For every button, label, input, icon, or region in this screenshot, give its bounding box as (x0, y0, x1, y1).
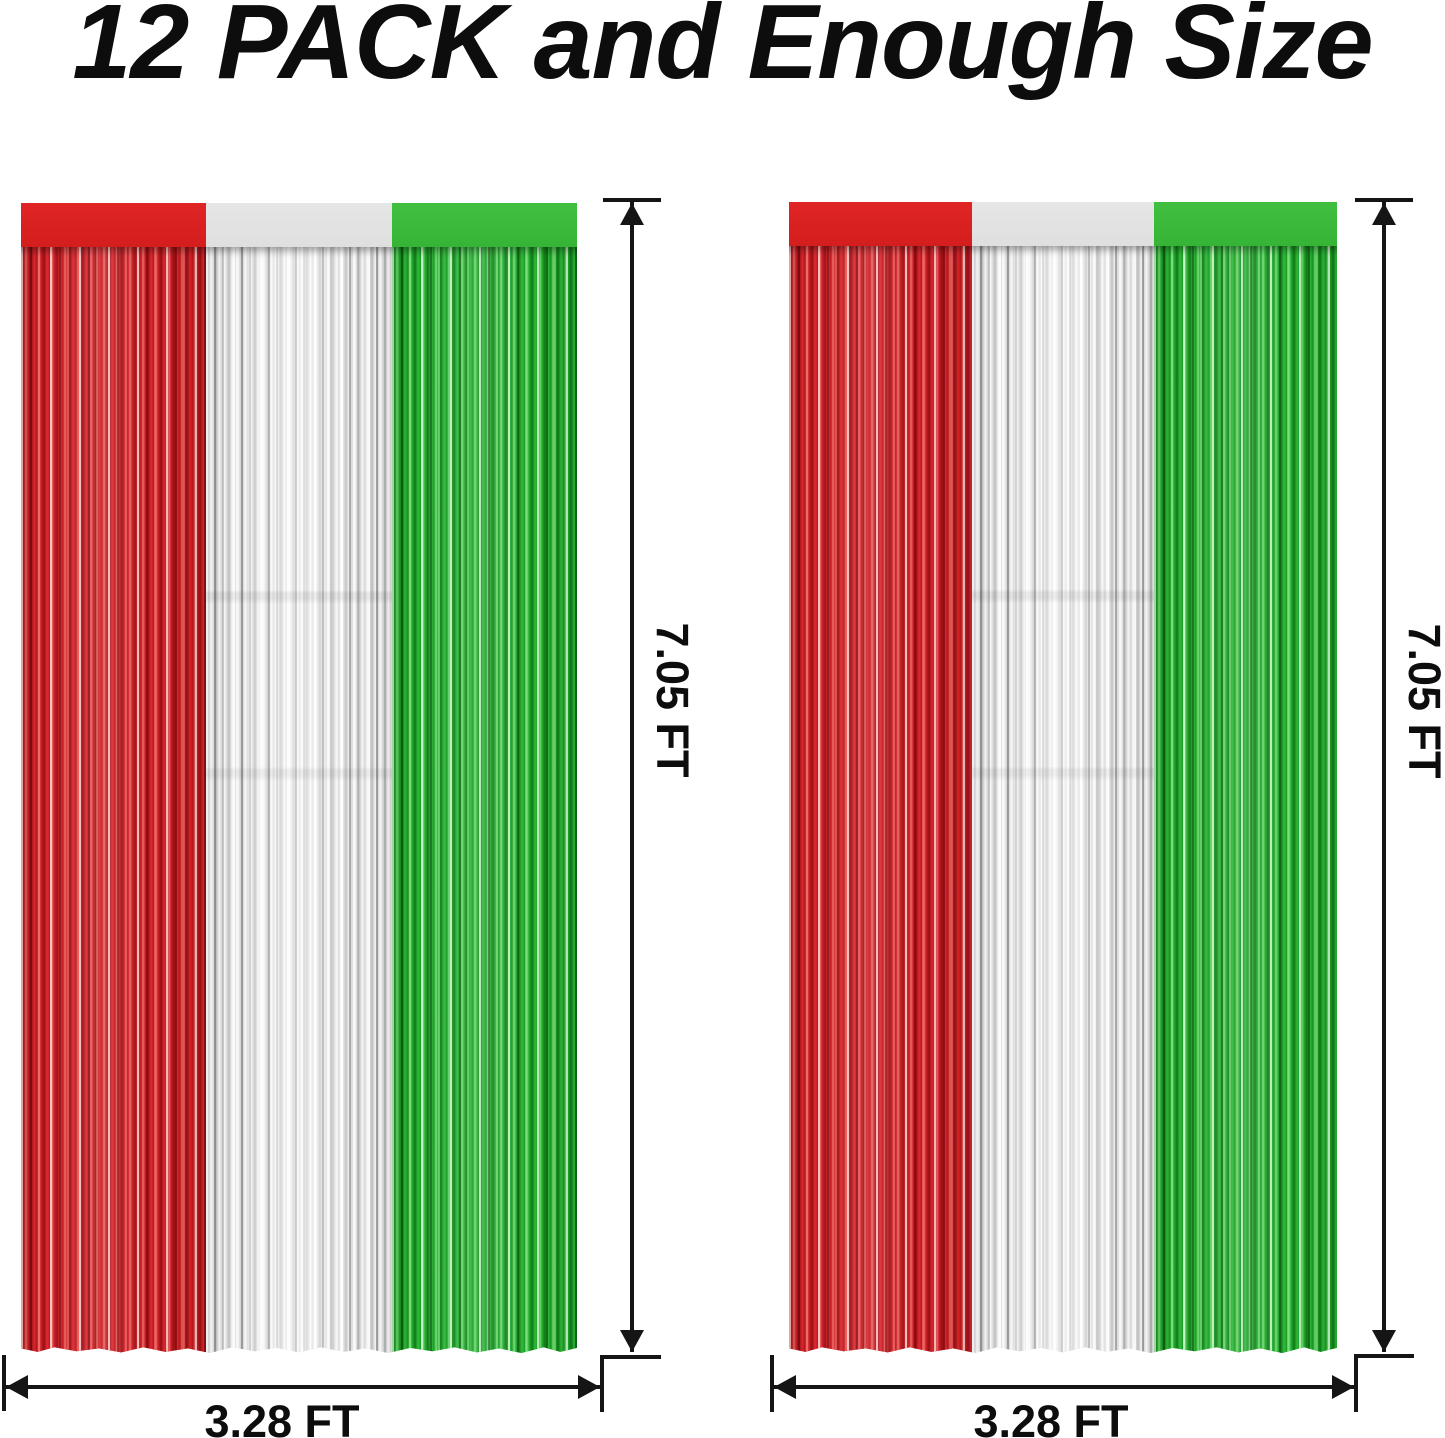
curtain-right-red-panel (789, 202, 972, 1353)
red-header-band (789, 202, 972, 246)
height-dim-line-right (1382, 200, 1386, 1352)
curtain-left-red-panel (21, 203, 207, 1353)
green-fringe (1154, 246, 1337, 1353)
width-dim-line-right (774, 1385, 1354, 1389)
curtain-right (789, 202, 1337, 1353)
green-header-band (391, 203, 577, 247)
height-label-left: 7.05 FT (647, 622, 698, 778)
width-dim-elbow-top-left (600, 1355, 661, 1359)
curtain-left (21, 203, 577, 1353)
height-dim-line-left (630, 200, 634, 1352)
curtain-right-green-panel (1154, 202, 1337, 1353)
width-dim-right-tick-right (1354, 1354, 1358, 1412)
height-label-right: 7.05 FT (1399, 623, 1445, 779)
silver-header-band (206, 203, 392, 247)
silver-fringe (206, 247, 392, 1353)
red-fringe (21, 247, 207, 1353)
arrow-down-icon (620, 1330, 644, 1352)
arrow-up-icon (1372, 203, 1396, 225)
width-dim-right-tick-left (600, 1355, 604, 1412)
arrow-right-icon (578, 1375, 600, 1399)
arrow-right-icon (1332, 1375, 1354, 1399)
curtain-left-silver-panel (206, 203, 392, 1353)
width-dim-elbow-top-right (1354, 1354, 1414, 1358)
red-fringe (789, 246, 972, 1353)
width-dim-line-left (6, 1385, 600, 1389)
green-fringe (391, 247, 577, 1353)
width-dim-left-tick-left (2, 1355, 6, 1411)
silver-fringe (971, 246, 1155, 1353)
green-header-band (1154, 202, 1337, 246)
arrow-down-icon (1372, 1330, 1396, 1352)
silver-header-band (971, 202, 1155, 246)
arrow-up-icon (620, 203, 644, 225)
arrow-left-icon (774, 1375, 796, 1399)
width-dim-left-tick-right (770, 1355, 774, 1412)
curtain-right-silver-panel (971, 202, 1155, 1353)
page-title: 12 PACK and Enough Size (72, 0, 1373, 101)
width-label-left: 3.28 FT (204, 1396, 360, 1438)
curtain-left-green-panel (391, 203, 577, 1353)
red-header-band (21, 203, 207, 247)
arrow-left-icon (6, 1375, 28, 1399)
width-label-right: 3.28 FT (973, 1396, 1129, 1438)
